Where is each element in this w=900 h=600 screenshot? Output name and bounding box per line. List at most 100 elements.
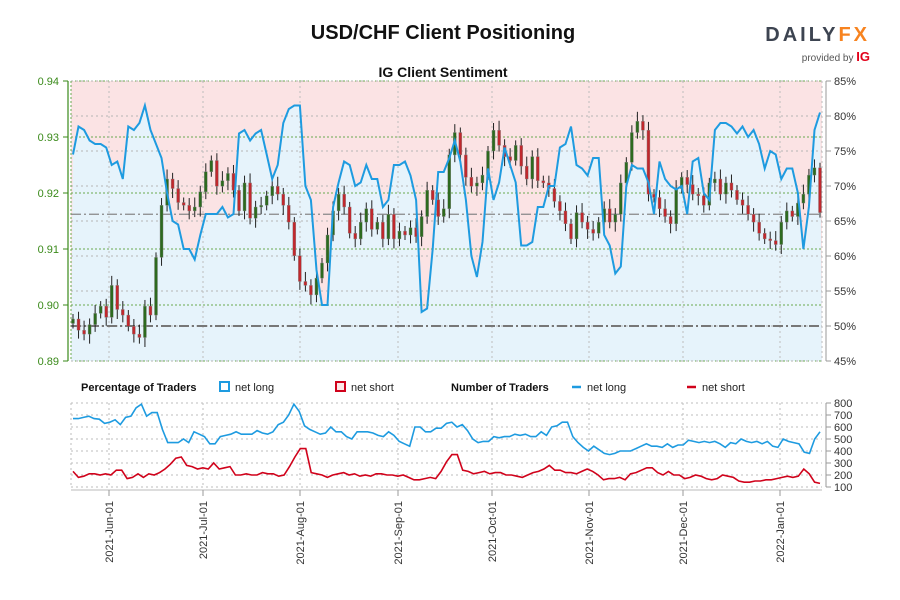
pct-tick-label: 70% xyxy=(834,181,856,193)
bull-candle xyxy=(154,257,158,316)
bull-candle xyxy=(98,305,103,314)
bull-candle xyxy=(480,174,485,184)
bull-candle xyxy=(87,324,92,335)
bear-candle xyxy=(762,233,767,240)
bear-candle xyxy=(519,145,523,167)
legend-swatch-net-long xyxy=(219,381,230,392)
price-tick-label: 0.94 xyxy=(38,76,59,88)
bear-candle xyxy=(580,212,584,223)
chart-title: USD/CHF Client Positioning xyxy=(310,22,576,44)
bull-candle xyxy=(779,221,783,245)
bull-candle xyxy=(110,285,114,318)
pct-tick-label: 80% xyxy=(834,111,856,123)
date-tick-label: 2021-Oct-01 xyxy=(487,501,499,562)
dailyfx-logo: DAILYFX provided by IG xyxy=(760,24,870,64)
bear-candle xyxy=(303,281,308,286)
bull-candle xyxy=(209,160,214,172)
bear-candle xyxy=(729,182,734,191)
pct-tick-label: 85% xyxy=(834,76,856,88)
bull-candle xyxy=(143,305,147,338)
bear-candle xyxy=(170,178,175,189)
count-tick-label: 300 xyxy=(834,458,852,470)
bear-candle xyxy=(702,195,706,206)
date-tick-label: 2021-Nov-01 xyxy=(584,501,596,565)
ig-logo: IG xyxy=(856,49,870,64)
legend-label: net long xyxy=(587,382,626,394)
bull-candle xyxy=(336,193,341,212)
bull-candle xyxy=(491,130,496,152)
bear-candle xyxy=(563,210,568,224)
date-axis: 2021-Jun-01 2021-Jul-01 2021-Aug-01 2021-Se… xyxy=(71,489,822,565)
logo-brand-right: FX xyxy=(838,24,870,46)
count-tick-label: 200 xyxy=(834,470,852,482)
bear-candle xyxy=(646,130,651,195)
bull-candle xyxy=(635,121,640,133)
legend-swatch-net-short xyxy=(335,381,346,392)
legend-label: net short xyxy=(702,382,745,394)
date-tick-label: 2021-Jun-01 xyxy=(104,501,116,563)
bull-candle xyxy=(270,186,274,196)
date-tick-label: 2021-Aug-01 xyxy=(295,501,307,565)
bear-candle xyxy=(525,165,529,180)
count-tick-label: 400 xyxy=(834,446,852,458)
legend-group-title: Number of Traders xyxy=(451,382,549,394)
pct-tick-label: 50% xyxy=(834,321,856,333)
bear-candle xyxy=(347,206,352,234)
bear-candle xyxy=(148,305,153,316)
price-tick-label: 0.93 xyxy=(38,132,59,144)
bull-candle xyxy=(475,182,479,187)
bear-candle xyxy=(552,188,557,202)
bear-candle xyxy=(641,121,645,131)
bull-candle xyxy=(674,188,678,225)
bear-candle xyxy=(287,205,291,223)
bull-candle xyxy=(242,182,247,212)
bull-candle xyxy=(193,206,197,212)
bull-candle xyxy=(159,205,164,258)
bull-candle xyxy=(596,221,601,234)
date-tick-label: 2022-Jan-01 xyxy=(775,501,787,563)
bull-candle xyxy=(442,208,446,217)
bull-candle xyxy=(785,210,789,223)
bear-candle xyxy=(126,314,131,327)
bull-candle xyxy=(530,156,534,180)
bull-candle xyxy=(812,167,817,176)
bear-candle xyxy=(292,221,297,256)
bear-candle xyxy=(757,221,761,234)
bear-candle xyxy=(381,221,385,240)
bear-candle xyxy=(536,156,540,181)
legend-group-title: Percentage of Traders xyxy=(81,382,197,394)
bear-candle xyxy=(740,199,745,206)
pct-tick-label: 60% xyxy=(834,251,856,263)
bull-candle xyxy=(325,234,330,264)
bull-candle xyxy=(314,277,319,296)
bear-candle xyxy=(685,177,689,185)
logo-brand-left: DAILY xyxy=(765,24,839,46)
bull-candle xyxy=(630,132,634,163)
bear-candle xyxy=(392,214,396,240)
price-tick-label: 0.92 xyxy=(38,188,59,200)
bear-candle xyxy=(735,189,739,200)
bull-candle xyxy=(226,173,230,181)
bull-candle xyxy=(419,216,424,237)
bear-candle xyxy=(237,189,241,212)
count-tick-label: 500 xyxy=(834,434,852,446)
bull-candle xyxy=(204,171,208,193)
bull-candle xyxy=(408,227,413,236)
count-tick-label: 600 xyxy=(834,422,852,434)
bear-candle xyxy=(668,216,673,225)
net-long-area xyxy=(71,105,822,361)
bull-candle xyxy=(513,145,518,161)
bear-candle xyxy=(82,330,86,335)
bear-candle xyxy=(558,201,562,212)
bull-candle xyxy=(801,193,806,204)
bear-candle xyxy=(591,229,595,234)
price-tick-label: 0.91 xyxy=(38,244,59,256)
bull-candle xyxy=(619,182,623,215)
bear-candle xyxy=(691,184,695,195)
price-tick-label: 0.89 xyxy=(38,356,59,368)
pct-tick-label: 45% xyxy=(834,356,856,368)
bear-candle xyxy=(718,178,723,195)
count-tick-label: 700 xyxy=(834,410,852,422)
bear-candle xyxy=(342,193,346,208)
pct-tick-label: 75% xyxy=(834,146,856,158)
